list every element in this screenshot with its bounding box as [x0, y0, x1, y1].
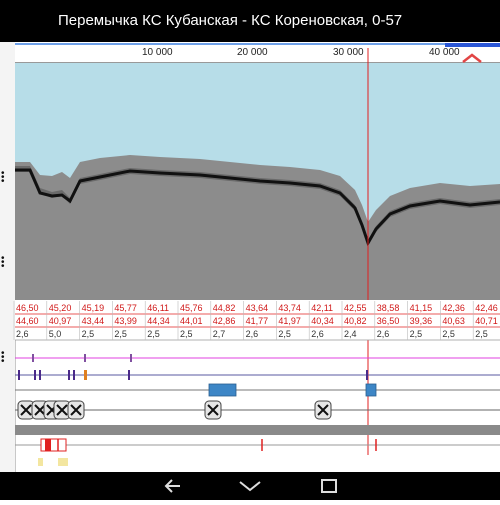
- table-cell: 42,11: [311, 303, 333, 313]
- table-cell: 42,86: [213, 316, 236, 326]
- table-cell: 2,5: [410, 329, 423, 339]
- segment-block[interactable]: [208, 383, 237, 397]
- table-cell: 5,0: [49, 329, 62, 339]
- table-cell: 2,6: [311, 329, 324, 339]
- table-cell: 46,50: [16, 303, 39, 313]
- table-cell: 40,63: [442, 316, 465, 326]
- track-marker: [73, 370, 75, 380]
- table-cell: 41,97: [278, 316, 301, 326]
- page-title: Перемычка КС Кубанская - КС Кореновская,…: [58, 12, 403, 29]
- android-nav-bar: [0, 472, 500, 500]
- row-step-value: 2,6 5,0 2,5 2,5 2,5 2,5 2,7 2,6 2,5 2,6 2,4 2,6 2,5 2…: [16, 329, 488, 339]
- table-cell: 38,58: [377, 303, 400, 313]
- table-cell: 2,5: [442, 329, 455, 339]
- yellow-marker: [38, 458, 43, 466]
- table-cell: 46,11: [147, 303, 169, 313]
- track-marker: [84, 370, 87, 380]
- track-marker: [32, 354, 34, 362]
- wrench-icon: [20, 404, 32, 416]
- track-marker: [366, 370, 368, 380]
- ruler-label: 30 000: [333, 47, 364, 58]
- track-marker: [34, 370, 36, 380]
- table-cell: 44,01: [180, 316, 203, 326]
- track-marker: [68, 370, 70, 380]
- title-bar: Перемычка КС Кубанская - КС Кореновская,…: [0, 0, 500, 42]
- table-cell: 2,6: [16, 329, 29, 339]
- scroll-indicator[interactable]: [445, 43, 500, 47]
- table-cell: 2,5: [180, 329, 193, 339]
- table-cell: 45,19: [82, 303, 105, 313]
- wrench-icon: [56, 404, 68, 416]
- table-cell: 44,34: [147, 316, 170, 326]
- table-cell: 2,4: [344, 329, 357, 339]
- home-icon[interactable]: [239, 481, 261, 492]
- track-marker: [130, 354, 132, 362]
- table-cell: 39,36: [410, 316, 433, 326]
- table-cell: 44,60: [16, 316, 39, 326]
- table-cell: 41,15: [410, 303, 433, 313]
- table-cell: 2,5: [278, 329, 291, 339]
- table-cell: 40,82: [344, 316, 367, 326]
- row-max-value: 46,50 45,20 45,19 45,77 46,11 45,76 44,82 43,64…: [16, 303, 498, 313]
- table-cell: 2,5: [82, 329, 95, 339]
- track-marker: [84, 354, 86, 362]
- table-cell: 44,82: [213, 303, 236, 313]
- table-cell: 41,77: [246, 316, 269, 326]
- chevron-up-icon[interactable]: [462, 53, 482, 63]
- table-cell: 43,64: [246, 303, 269, 313]
- table-cell: 45,20: [49, 303, 72, 313]
- table-cell: 43,74: [278, 303, 301, 313]
- table-cell: 36,50: [377, 316, 400, 326]
- ruler-label: 40 000: [429, 47, 460, 58]
- table-cell: 2,7: [213, 329, 226, 339]
- table-cell: 45,77: [114, 303, 137, 313]
- row-min-value: 44,60 40,97 43,44 43,99 44,34 44,01 42,86 41,77…: [16, 316, 498, 326]
- track-dark-band: [15, 425, 500, 435]
- ground-profile: [15, 155, 500, 300]
- drag-handle-icon[interactable]: • • •: [1, 253, 5, 272]
- segment-block[interactable]: [365, 383, 377, 397]
- table-cell: 2,5: [475, 329, 488, 339]
- wrench-icon: [70, 404, 82, 416]
- yellow-marker: [58, 458, 68, 466]
- table-cell: 42,55: [344, 303, 367, 313]
- scroll-track: [15, 43, 445, 45]
- table-cell: 2,5: [114, 329, 127, 339]
- ruler-label: 10 000: [142, 47, 173, 58]
- wrench-icon: [34, 404, 46, 416]
- table-cell: 2,6: [377, 329, 390, 339]
- table-cell: 40,34: [311, 316, 334, 326]
- red-segment[interactable]: [40, 438, 67, 452]
- ruler-label: 20 000: [237, 47, 268, 58]
- track-marker: [128, 370, 130, 380]
- drag-handle-icon[interactable]: • • •: [1, 168, 5, 187]
- wrench-icon: [207, 404, 219, 416]
- table-cell: 2,6: [246, 329, 259, 339]
- wrench-icon: [317, 404, 329, 416]
- track-marker: [39, 370, 41, 380]
- column-ticks: [13, 301, 474, 340]
- track-marker: [18, 370, 20, 380]
- back-icon[interactable]: [164, 479, 180, 493]
- table-cell: 40,97: [49, 316, 72, 326]
- table-cell: 2,5: [147, 329, 160, 339]
- pipeline-line: [15, 168, 500, 247]
- data-table: [15, 300, 500, 340]
- table-cell: 43,99: [114, 316, 137, 326]
- table-cell: 42,36: [442, 303, 465, 313]
- table-cell: 40,71: [475, 316, 498, 326]
- recents-icon[interactable]: [321, 479, 337, 493]
- table-cell: 45,76: [180, 303, 203, 313]
- red-segment-fill: [45, 439, 51, 451]
- distance-ruler: 10 000 20 000 30 000 40 000: [15, 42, 500, 63]
- drag-handle-icon[interactable]: • • •: [1, 348, 5, 367]
- table-cell: 43,44: [82, 316, 105, 326]
- table-cell: 42,46: [475, 303, 498, 313]
